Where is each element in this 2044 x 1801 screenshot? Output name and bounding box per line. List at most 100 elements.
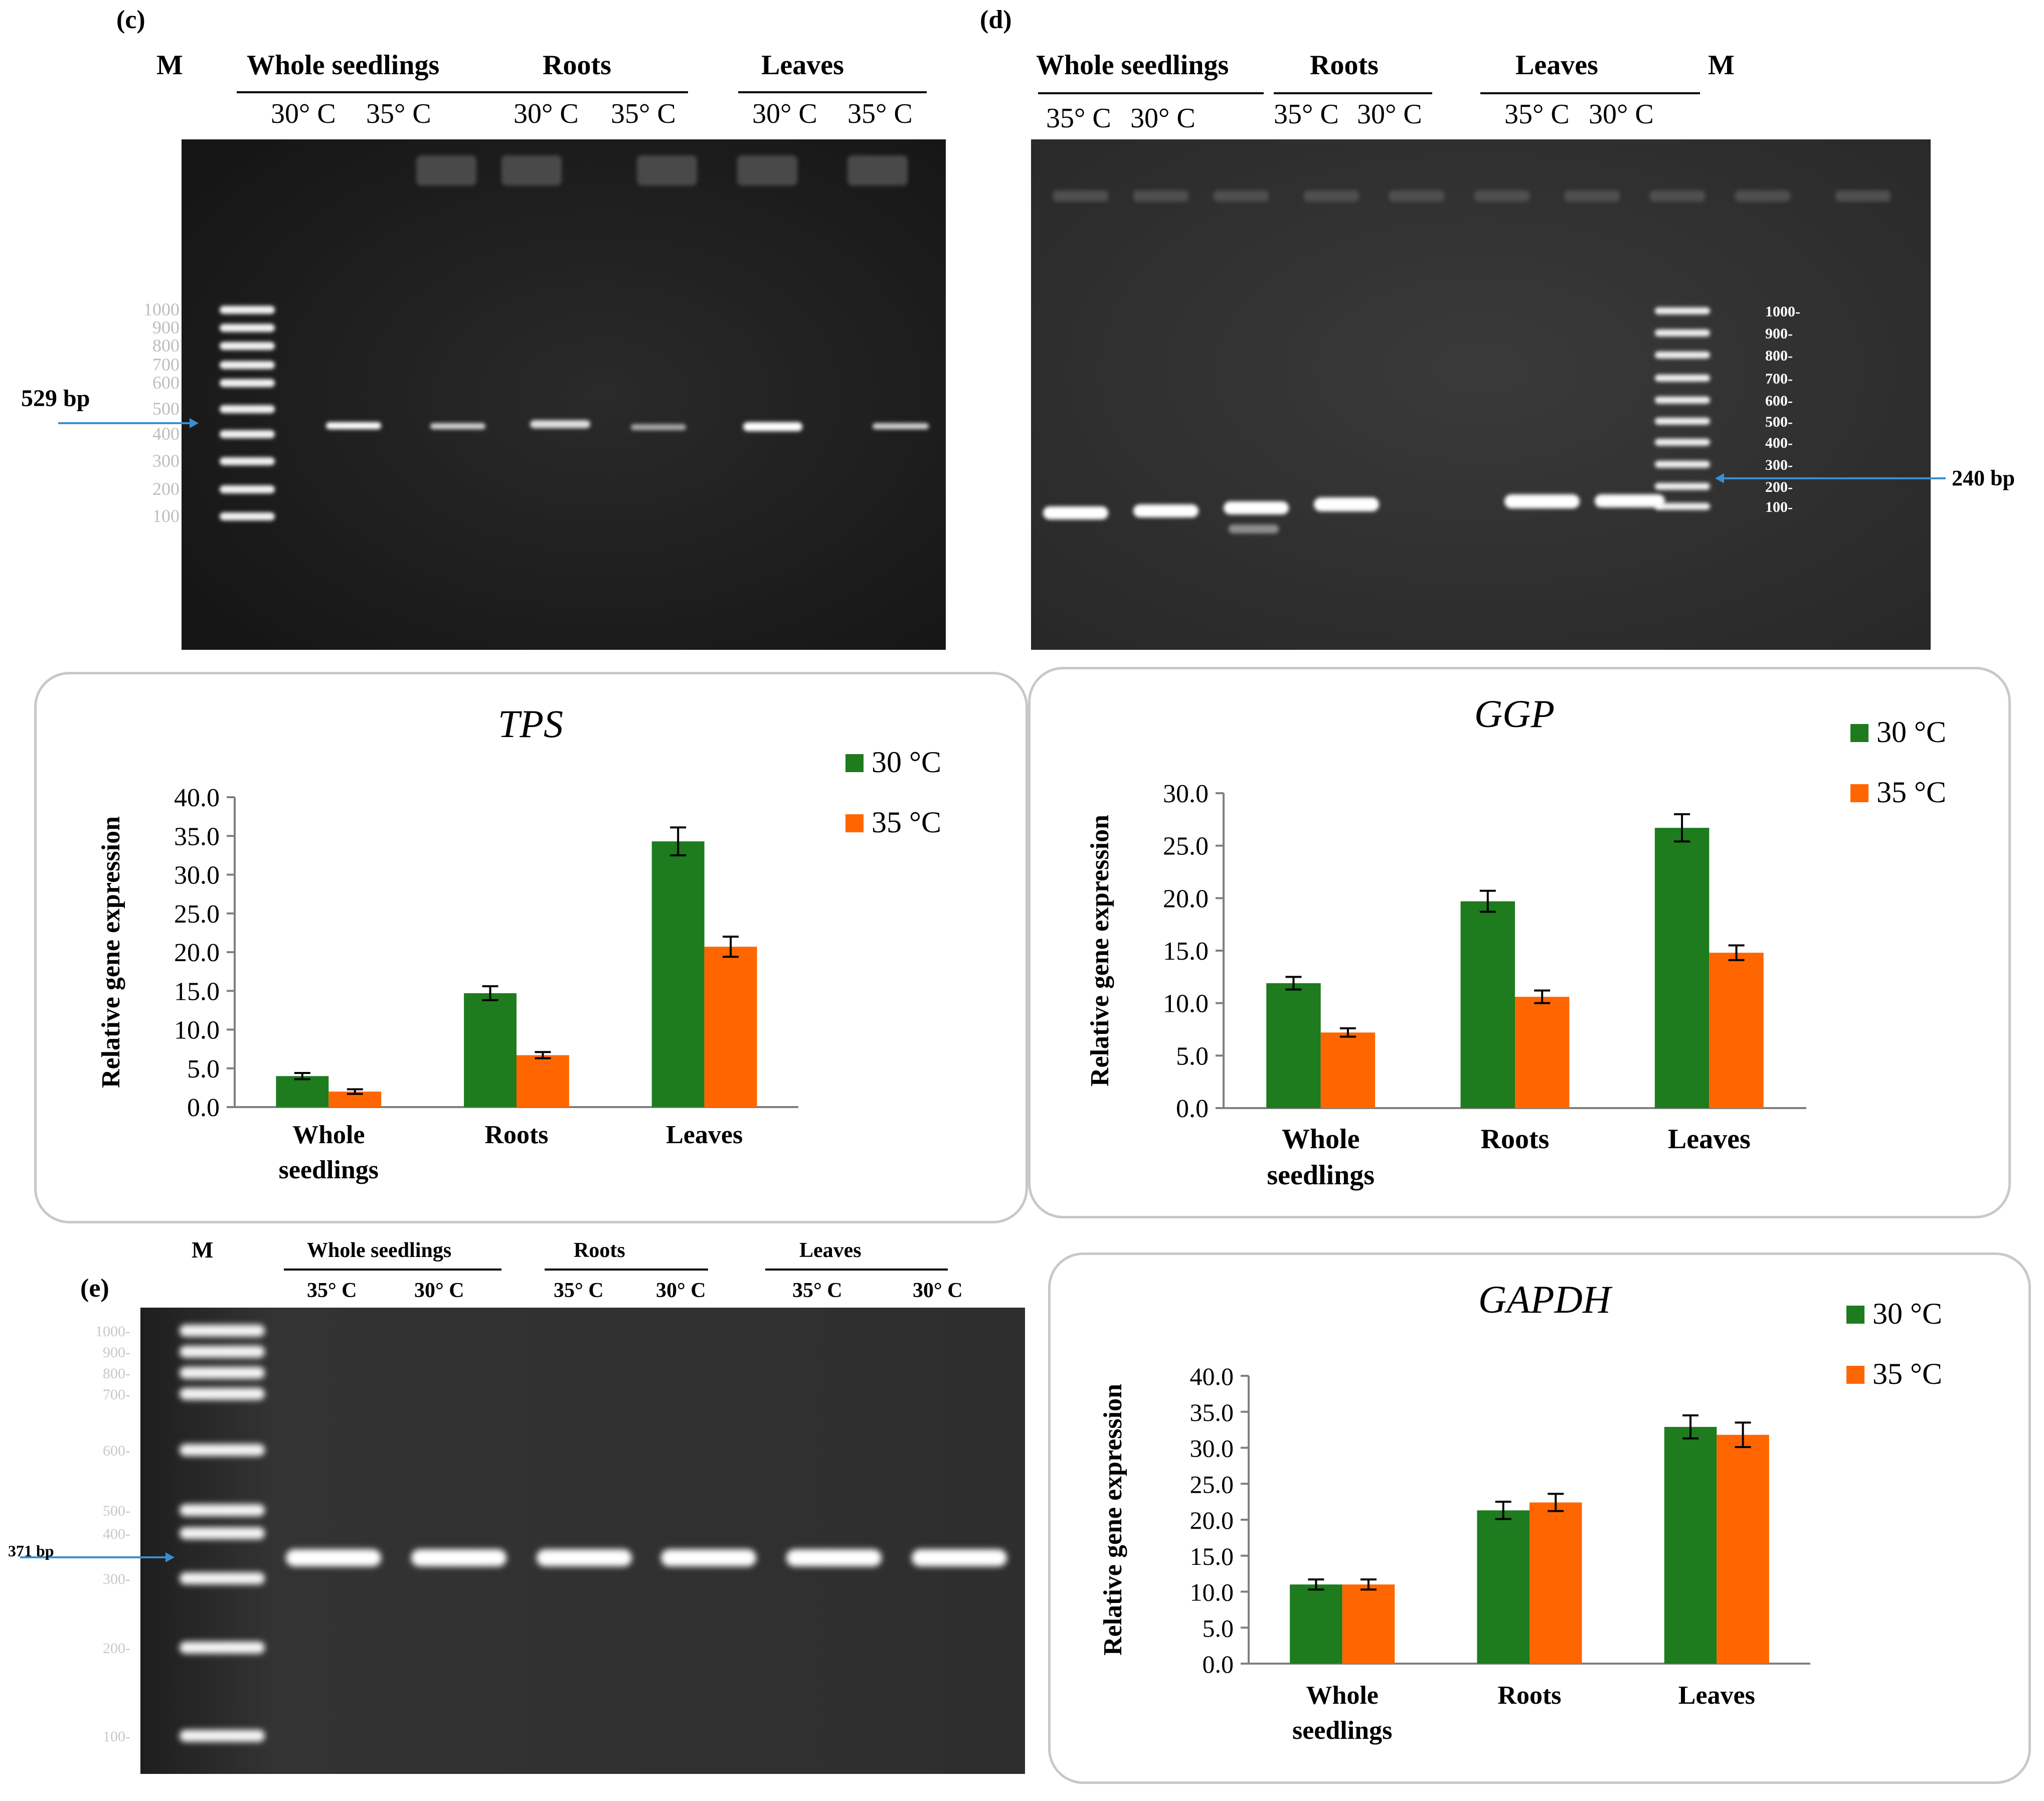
bar	[651, 841, 705, 1107]
gel-well	[847, 155, 908, 186]
x-category-label: Leaves	[1678, 1681, 1755, 1710]
ladder-band	[1655, 307, 1710, 314]
y-tick-label: 0.0	[1176, 1095, 1209, 1123]
x-category-label: Whole	[1306, 1681, 1378, 1710]
y-tick-label: 10.0	[174, 1016, 220, 1045]
panel-d-group-underline	[1274, 92, 1432, 94]
gel-band	[873, 423, 929, 429]
ladder-size-label: 1000	[143, 299, 180, 319]
x-category-label: seedlings	[1292, 1716, 1392, 1745]
ladder-band	[220, 512, 275, 520]
panel-d-group-roots: Roots	[1310, 50, 1379, 81]
bar	[464, 993, 517, 1107]
gel-well	[1304, 191, 1359, 202]
legend-label: 30 °C	[872, 746, 941, 779]
bar	[704, 947, 757, 1107]
panel-e-lane-label: 35° C	[307, 1279, 357, 1302]
gel-band	[631, 424, 686, 430]
panel-d-marker-label: M	[1708, 50, 1735, 81]
ladder-size-label: 300-	[103, 1571, 130, 1587]
panel-c-marker-label: M	[156, 50, 183, 81]
ladder-size-label: 300	[152, 451, 180, 471]
legend-swatch	[1850, 784, 1868, 802]
ladder-band	[220, 361, 275, 369]
gel-well	[737, 155, 797, 186]
legend-label: 30 °C	[1877, 715, 1946, 749]
x-category-label: Roots	[1481, 1124, 1550, 1155]
ladder-band	[180, 1572, 265, 1584]
ladder-size-label: 600-	[1765, 393, 1793, 409]
y-tick-label: 5.0	[1203, 1614, 1234, 1642]
ladder-band	[180, 1504, 265, 1516]
y-tick-label: 0.0	[187, 1094, 220, 1122]
y-tick-label: 0.0	[1203, 1650, 1234, 1678]
x-category-label: Whole	[1282, 1124, 1360, 1155]
ladder-size-label: 1000-	[1765, 303, 1800, 320]
legend-label: 30 °C	[1872, 1297, 1942, 1330]
panel-d-lane-label: 35° C	[1274, 99, 1339, 130]
y-tick-label: 30.0	[1190, 1434, 1234, 1463]
panel-e-group-leaves: Leaves	[799, 1239, 862, 1262]
panel-d-group-underline	[1480, 92, 1700, 94]
bar	[1477, 1510, 1529, 1664]
panel-c-group-whole: Whole seedlings	[247, 50, 440, 81]
panel-e-group-underline	[765, 1269, 948, 1271]
gel-band	[530, 420, 590, 428]
gel-well	[1053, 191, 1108, 202]
gel-well	[1474, 191, 1529, 202]
panel-d-group-whole: Whole seedlings	[1036, 50, 1229, 81]
ladder-size-label: 900-	[103, 1344, 130, 1361]
ladder-band	[220, 324, 275, 332]
ladder-size-label: 200	[152, 479, 180, 499]
ladder-band	[180, 1444, 265, 1456]
y-tick-label: 35.0	[174, 822, 220, 851]
gel-band	[1504, 494, 1580, 508]
ladder-band	[220, 342, 275, 350]
y-tick-label: 15.0	[174, 977, 220, 1006]
panel-d-lane-label: 35° C	[1046, 103, 1111, 134]
panel-e-lane-label: 35° C	[792, 1279, 842, 1302]
gel-well	[1835, 191, 1891, 202]
panel-d-lane-label: 30° C	[1589, 99, 1654, 130]
panel-c-band-label: 529 bp	[21, 385, 90, 412]
chart-title: GAPDH	[1478, 1278, 1613, 1321]
gel-well	[501, 155, 562, 186]
y-tick-label: 20.0	[1163, 884, 1209, 913]
legend-swatch	[1846, 1366, 1864, 1384]
panel-d-lane-label: 30° C	[1130, 103, 1196, 134]
bar	[1664, 1426, 1717, 1664]
bar	[1460, 901, 1515, 1108]
panel-d-band-label: 240 bp	[1952, 466, 2015, 490]
ladder-band	[1655, 351, 1710, 358]
y-tick-label: 15.0	[1163, 937, 1209, 966]
bar	[517, 1055, 569, 1107]
ladder-band	[180, 1527, 265, 1539]
ladder-band	[1655, 418, 1710, 425]
ladder-band	[220, 485, 275, 493]
ladder-size-label: 700	[152, 354, 180, 375]
ladder-size-label: 100-	[1765, 499, 1793, 515]
panel-e-lane-label: 30° C	[656, 1279, 706, 1302]
tps-chart: TPS Relative gene expression 0.0 5.0 10.0 15.…	[97, 702, 941, 1184]
gel-band	[1314, 497, 1379, 511]
gel-background	[1031, 139, 1931, 650]
panel-c-lane-label: 35° C	[611, 98, 676, 129]
x-category-label: Whole	[292, 1121, 365, 1149]
ladder-band	[1655, 375, 1710, 382]
gel-background	[140, 1308, 1025, 1774]
ladder-band	[180, 1346, 265, 1358]
ladder-size-label: 600-	[103, 1443, 130, 1459]
legend-label: 35 °C	[1872, 1357, 1942, 1390]
ladder-band	[1655, 397, 1710, 404]
ladder-size-label: 800-	[103, 1365, 130, 1382]
ladder-band	[220, 306, 275, 314]
gel-band	[286, 1549, 381, 1566]
ladder-band	[220, 405, 275, 413]
ladder-size-label: 500-	[1765, 414, 1793, 430]
panel-c-label: (c)	[116, 6, 145, 34]
gel-well	[1133, 191, 1188, 202]
panel-d-lane-label: 35° C	[1504, 99, 1570, 130]
gel-band	[1595, 494, 1665, 507]
